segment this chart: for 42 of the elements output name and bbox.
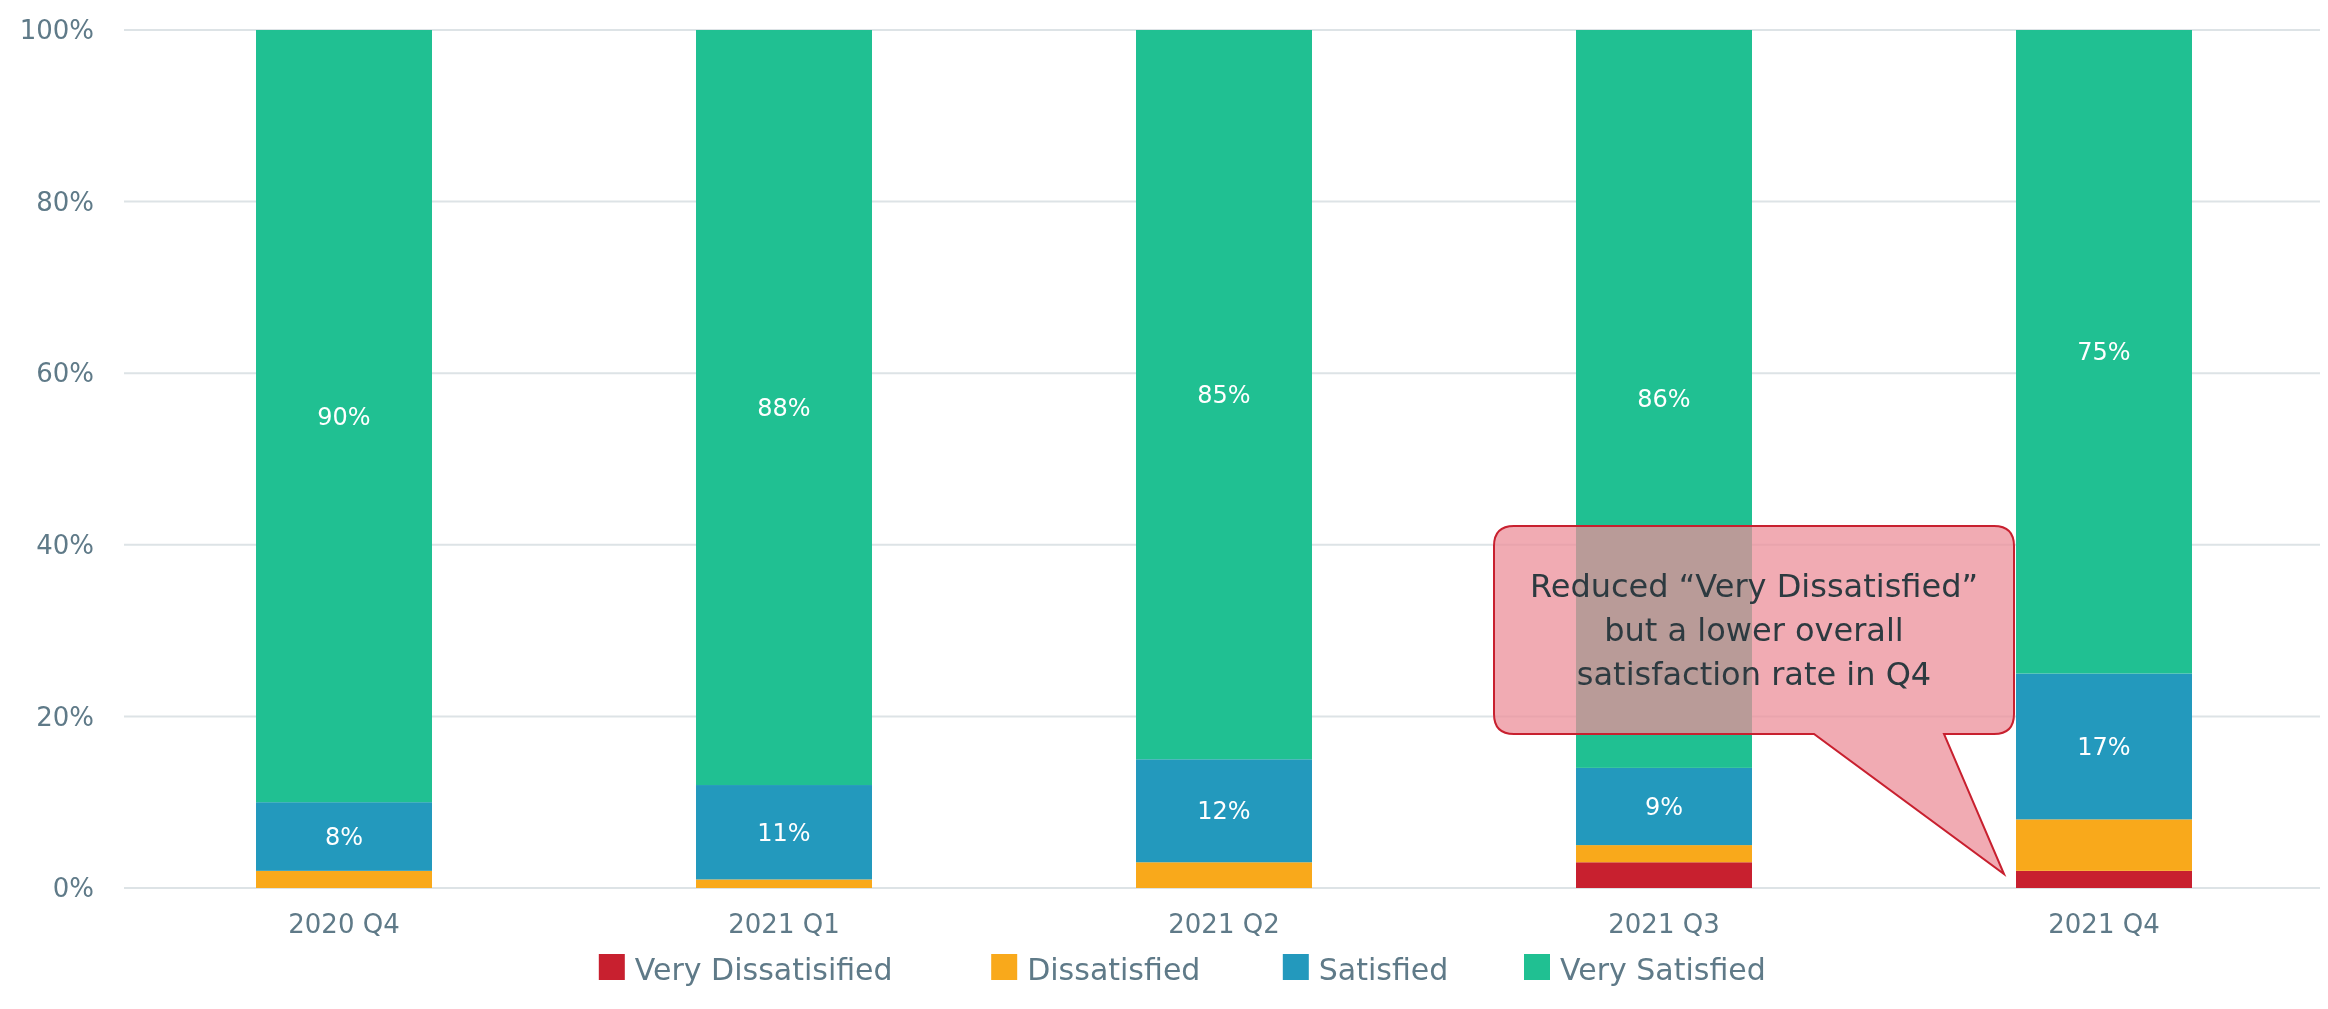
data-label: 11% bbox=[757, 818, 811, 847]
data-label: 85% bbox=[1197, 381, 1251, 410]
bar bbox=[696, 30, 872, 786]
legend-label: Very Satisfied bbox=[1560, 952, 1766, 987]
bar bbox=[696, 785, 872, 880]
data-label: 9% bbox=[1644, 792, 1684, 821]
bar bbox=[2016, 870, 2192, 888]
bar bbox=[256, 30, 432, 803]
bar bbox=[256, 802, 432, 871]
data-label: 88% bbox=[757, 393, 811, 422]
x-tick-label: 2021 Q2 bbox=[1168, 909, 1280, 939]
y-tick-label: 40% bbox=[36, 529, 94, 560]
bar bbox=[2016, 30, 2192, 674]
bar bbox=[256, 870, 432, 888]
bar bbox=[1576, 862, 1752, 888]
bar bbox=[1136, 759, 1312, 863]
bar bbox=[1576, 845, 1752, 863]
bar bbox=[1576, 767, 1752, 846]
y-tick-label: 100% bbox=[19, 15, 94, 46]
data-label: 86% bbox=[1637, 385, 1691, 414]
x-tick-label: 2021 Q4 bbox=[2048, 909, 2160, 939]
bar bbox=[1136, 862, 1312, 888]
data-label: 8% bbox=[324, 822, 364, 851]
bar bbox=[1136, 30, 1312, 760]
y-tick-label: 0% bbox=[52, 873, 94, 904]
x-tick-label: 2021 Q3 bbox=[1608, 909, 1720, 939]
data-label: 17% bbox=[2077, 732, 2131, 761]
legend-label: Satisfied bbox=[1318, 952, 1449, 987]
y-tick-label: 20% bbox=[36, 701, 94, 732]
data-label: 75% bbox=[2077, 338, 2131, 367]
bar bbox=[2016, 819, 2192, 871]
x-tick-label: 2020 Q4 bbox=[288, 909, 400, 939]
legend-label: Very Dissatisified bbox=[634, 952, 893, 987]
bar bbox=[696, 879, 872, 888]
y-tick-label: 60% bbox=[36, 358, 94, 389]
legend-label: Dissatisfied bbox=[1027, 952, 1201, 987]
data-label: 12% bbox=[1197, 797, 1251, 826]
bar bbox=[2016, 673, 2192, 820]
x-tick-label: 2021 Q1 bbox=[728, 909, 840, 939]
annotation: Reduced “Very Dissatisfied” but a lower overall satisfaction rate in Q4 bbox=[1529, 567, 1979, 694]
y-tick-label: 80% bbox=[36, 186, 94, 217]
data-label: 90% bbox=[317, 402, 371, 431]
